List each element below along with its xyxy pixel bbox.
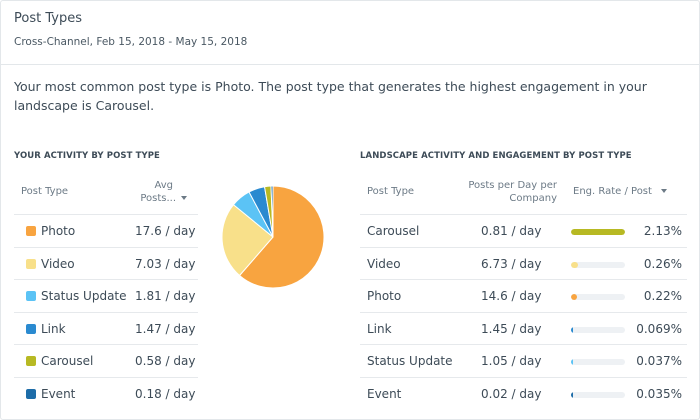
sort-desc-icon[interactable]	[660, 189, 667, 193]
right-row-rate: 0.037%	[636, 354, 682, 368]
engagement-bar-fill	[571, 229, 625, 235]
card-title: Post Types	[14, 11, 82, 26]
right-col-ppd-line2: Company	[509, 193, 557, 204]
left-col-avg-line2-wrap: Posts...	[131, 192, 187, 205]
summary-text: Your most common post type is Photo. The…	[14, 79, 647, 113]
legend-swatch	[26, 291, 36, 301]
right-row-ppd: 0.02 / day	[481, 386, 542, 401]
right-col-eng-label: Eng. Rate / Post	[573, 186, 652, 197]
engagement-bar	[571, 359, 625, 365]
card-subtitle: Cross-Channel, Feb 15, 2018 - May 15, 20…	[14, 36, 248, 48]
right-table-row[interactable]: Link 1.45 / day 0.069%	[360, 311, 687, 345]
legend-swatch	[26, 388, 36, 399]
sort-desc-icon[interactable]	[181, 196, 187, 200]
left-row-type: Photo	[41, 224, 76, 238]
right-row-rate: 2.13%	[643, 224, 682, 238]
left-row-avg: 0.58 / day	[135, 354, 196, 368]
engagement-bar-fill	[571, 326, 573, 333]
left-row-type: Link	[41, 321, 66, 336]
left-col-avg-posts[interactable]: Avg Posts...	[131, 179, 187, 205]
right-row-type: Status Update	[367, 354, 453, 368]
left-row-type: Event	[41, 386, 76, 401]
engagement-bar-fill	[571, 359, 573, 365]
card-header: Post Types Cross-Channel, Feb 15, 2018 -…	[1, 1, 700, 65]
left-row-type: Carousel	[41, 354, 94, 368]
left-section-title: YOUR ACTIVITY BY POST TYPE	[14, 151, 160, 161]
left-row-avg: 0.18 / day	[135, 386, 196, 401]
legend-swatch	[26, 226, 36, 236]
right-row-type: Event	[367, 386, 402, 401]
legend-swatch	[26, 323, 36, 334]
right-table-row[interactable]: Event 0.02 / day 0.035%	[360, 376, 687, 410]
right-col-ppd-line1: Posts per Day per	[468, 180, 557, 191]
left-table-row[interactable]: Event 0.18 / day	[14, 376, 198, 410]
right-row-ppd: 6.73 / day	[481, 256, 542, 271]
pie-slice-photo[interactable]	[238, 185, 325, 289]
right-col-posts-per-day[interactable]: Posts per Day per Company	[463, 179, 557, 205]
right-col-post-type[interactable]: Post Type	[367, 186, 415, 197]
left-table-row[interactable]: Carousel 0.58 / day	[14, 344, 198, 377]
right-col-eng-rate[interactable]: Eng. Rate / Post	[573, 186, 667, 197]
right-row-ppd: 1.05 / day	[481, 354, 542, 368]
left-row-type: Video	[41, 256, 75, 271]
right-row-type: Video	[367, 256, 401, 271]
right-row-rate: 0.069%	[636, 321, 682, 336]
engagement-bar	[571, 261, 625, 268]
left-col-post-type[interactable]: Post Type	[21, 186, 69, 197]
left-row-type: Status Update	[41, 289, 127, 303]
right-row-rate: 0.22%	[643, 289, 682, 303]
post-type-pie-chart	[221, 185, 325, 289]
left-row-avg: 7.03 / day	[135, 256, 196, 271]
engagement-bar	[571, 326, 625, 333]
right-row-ppd: 14.6 / day	[481, 289, 542, 303]
left-table-row[interactable]: Status Update 1.81 / day	[14, 279, 198, 312]
right-table-row[interactable]: Photo 14.6 / day 0.22%	[360, 279, 687, 312]
engagement-bar	[571, 229, 625, 235]
left-table-row[interactable]: Video 7.03 / day	[14, 246, 198, 280]
left-table-row[interactable]: Photo 17.6 / day	[14, 214, 198, 247]
engagement-bar	[571, 294, 625, 300]
left-col-avg-line2: Posts...	[140, 193, 176, 204]
right-table-row[interactable]: Status Update 1.05 / day 0.037%	[360, 344, 687, 377]
right-row-ppd: 1.45 / day	[481, 321, 542, 336]
engagement-bar-fill	[571, 261, 578, 268]
right-row-rate: 0.26%	[643, 256, 682, 271]
engagement-bar-fill	[571, 294, 577, 300]
right-table-row[interactable]: Video 6.73 / day 0.26%	[360, 246, 687, 280]
legend-swatch	[26, 356, 36, 366]
pie-slice-video[interactable]	[221, 204, 274, 277]
left-row-avg: 1.47 / day	[135, 321, 196, 336]
engagement-bar	[571, 391, 625, 398]
left-col-avg-line1: Avg	[154, 180, 173, 191]
right-row-type: Link	[367, 321, 392, 336]
engagement-bar-fill	[571, 391, 573, 398]
right-row-type: Photo	[367, 289, 402, 303]
left-row-avg: 17.6 / day	[135, 224, 196, 238]
right-row-type: Carousel	[367, 224, 420, 238]
pie-slice-event[interactable]	[270, 185, 274, 238]
right-row-rate: 0.035%	[636, 386, 682, 401]
left-row-avg: 1.81 / day	[135, 289, 196, 303]
right-section-title: LANDSCAPE ACTIVITY AND ENGAGEMENT BY POS…	[360, 151, 632, 161]
left-table-row[interactable]: Link 1.47 / day	[14, 311, 198, 345]
right-table-row[interactable]: Carousel 0.81 / day 2.13%	[360, 214, 687, 247]
right-row-ppd: 0.81 / day	[481, 224, 542, 238]
legend-swatch	[26, 258, 36, 269]
